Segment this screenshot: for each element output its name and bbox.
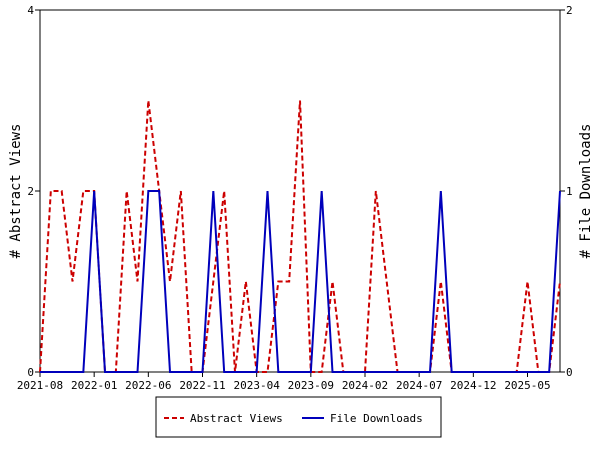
series-line-file-downloads <box>40 190 561 373</box>
x-tick-label: 2022-06 <box>125 379 171 392</box>
legend-box <box>155 396 442 438</box>
x-tick-label: 2022-11 <box>179 379 225 392</box>
series-line-abstract-views <box>39 100 561 373</box>
x-tick-label: 2022-01 <box>71 379 117 392</box>
x-tick-label: 2024-12 <box>450 379 496 392</box>
x-tick-label: 2021-08 <box>17 379 63 392</box>
left-axis: 0 2 4 <box>27 4 40 379</box>
y2-tick-label: 0 <box>566 366 573 379</box>
x-tick-label: 2024-02 <box>342 379 388 392</box>
legend: Abstract Views File Downloads <box>155 396 442 438</box>
series-layer <box>39 100 561 373</box>
x-tick-label: 2024-07 <box>396 379 442 392</box>
plot-area <box>39 9 561 373</box>
y2-tick-label: 2 <box>566 4 573 17</box>
y2-axis-title: # File Downloads <box>578 124 594 259</box>
x-axis: 2021-08 2022-01 2022-06 2022-11 2023-04 2023-… <box>17 372 551 392</box>
x-tick-label: 2023-09 <box>288 379 334 392</box>
legend-label-abstract-views: Abstract Views <box>190 412 283 425</box>
right-axis: 0 1 2 <box>560 4 573 379</box>
legend-label-file-downloads: File Downloads <box>330 412 423 425</box>
y-axis-title: # Abstract Views <box>8 124 24 259</box>
y2-tick-label: 1 <box>566 185 573 198</box>
y-tick-label: 0 <box>27 366 34 379</box>
y-tick-label: 2 <box>27 185 34 198</box>
y-tick-label: 4 <box>27 4 34 17</box>
x-tick-label: 2025-05 <box>504 379 550 392</box>
x-tick-label: 2023-04 <box>233 379 280 392</box>
